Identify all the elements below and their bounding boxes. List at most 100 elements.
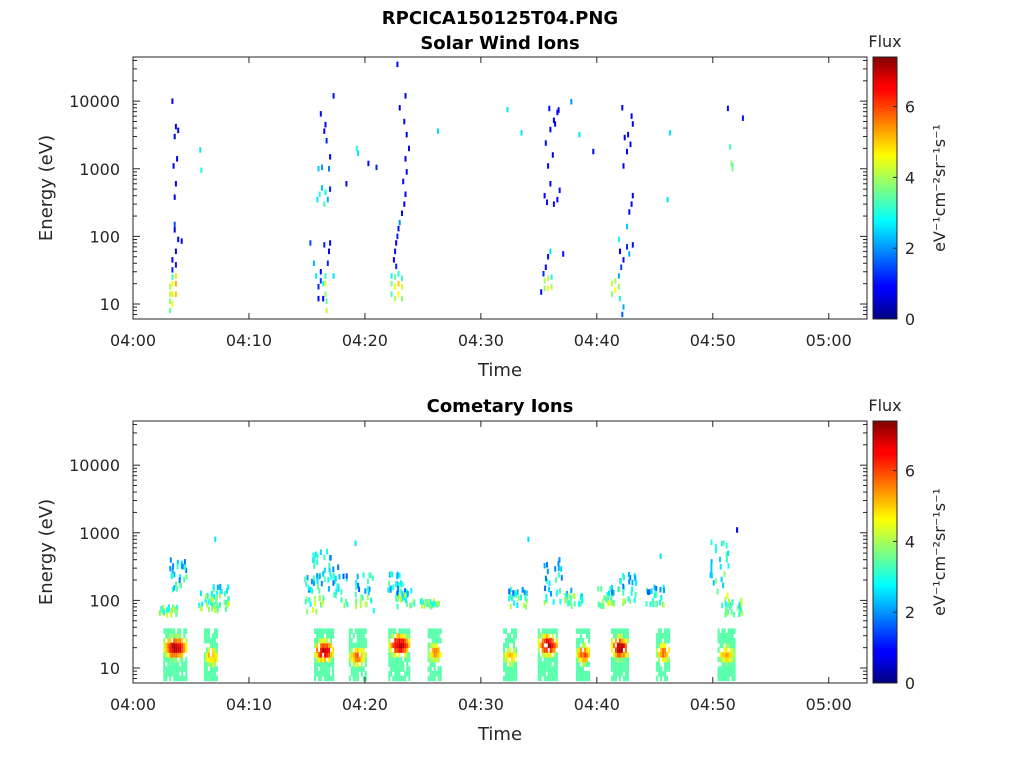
heatmap-cell	[733, 652, 736, 658]
heatmap-cell	[408, 656, 411, 663]
heatmap-cell	[367, 160, 370, 167]
heatmap-cell	[337, 564, 340, 570]
heatmap-cell	[516, 589, 519, 595]
heatmap-cell	[435, 652, 438, 658]
heatmap-cell	[324, 666, 327, 672]
heatmap-cell	[173, 675, 176, 682]
heatmap-cell	[539, 661, 542, 667]
heatmap-cell	[328, 633, 331, 639]
colorbar-unit-label: eV⁻¹cm⁻²sr⁻¹s⁻¹	[930, 488, 949, 616]
heatmap-cell	[354, 591, 357, 598]
heatmap-cell	[511, 628, 514, 634]
heatmap-cell	[342, 573, 345, 580]
heatmap-cell	[220, 588, 223, 595]
heatmap-cell	[348, 647, 351, 653]
heatmap-cell	[211, 637, 214, 644]
heatmap-cell	[537, 628, 540, 634]
heatmap-cell	[727, 637, 730, 644]
heatmap-cell	[658, 661, 661, 667]
heatmap-cell	[181, 652, 184, 658]
heatmap-cell	[616, 661, 619, 667]
heatmap-cell	[314, 661, 317, 667]
heatmap-cell	[207, 656, 210, 663]
heatmap-cell	[547, 163, 550, 169]
heatmap-cell	[175, 637, 178, 644]
heatmap-cell	[326, 652, 329, 658]
heatmap-cell	[551, 637, 554, 644]
heatmap-cell	[388, 652, 391, 658]
heatmap-cell	[549, 181, 552, 187]
heatmap-cell	[618, 647, 621, 653]
heatmap-cell	[177, 642, 180, 649]
heatmap-cell	[612, 590, 615, 596]
heatmap-cell	[618, 666, 621, 672]
heatmap-cell	[666, 656, 669, 663]
heatmap-cell	[539, 675, 542, 682]
heatmap-cell	[427, 647, 430, 653]
heatmap-cell	[397, 586, 400, 592]
heatmap-cell	[163, 671, 166, 677]
heatmap-cell	[328, 166, 330, 172]
heatmap-cell	[541, 661, 544, 667]
heatmap-cell	[176, 559, 179, 566]
heatmap-cell	[421, 603, 423, 609]
heatmap-cell	[213, 633, 216, 639]
heatmap-cell	[179, 637, 182, 644]
heatmap-cell	[174, 181, 177, 187]
heatmap-cell	[660, 628, 663, 634]
heatmap-cell	[167, 661, 170, 667]
heatmap-cell	[439, 637, 442, 644]
heatmap-cell	[548, 105, 551, 112]
heatmap-cell	[427, 652, 430, 658]
heatmap-cell	[330, 642, 333, 649]
heatmap-cell	[175, 581, 177, 587]
heatmap-cell	[652, 600, 655, 606]
heatmap-cell	[634, 574, 636, 581]
heatmap-cell	[215, 666, 218, 672]
heatmap-cell	[731, 647, 734, 653]
colorbar-unit-label: eV⁻¹cm⁻²sr⁻¹s⁻¹	[930, 124, 949, 252]
heatmap-cell	[330, 633, 333, 639]
heatmap-cell	[362, 642, 365, 649]
heatmap-cell	[324, 189, 327, 195]
heatmap-cell	[309, 587, 312, 593]
heatmap-cell	[547, 285, 550, 292]
heatmap-cell	[171, 280, 174, 287]
heatmap-cell	[316, 559, 319, 565]
heatmap-cell	[392, 584, 395, 591]
x-tick-label: 04:40	[574, 331, 620, 350]
heatmap-cell	[433, 600, 436, 607]
heatmap-cell	[205, 652, 208, 658]
heatmap-cell	[211, 633, 214, 639]
heatmap-cell	[205, 628, 208, 634]
heatmap-cell	[624, 661, 627, 667]
heatmap-cell	[725, 607, 727, 614]
heatmap-cell	[549, 661, 552, 667]
heatmap-cell	[597, 586, 600, 592]
heatmap-cell	[547, 666, 550, 672]
heatmap-cell	[324, 647, 327, 653]
heatmap-cell	[622, 666, 625, 672]
heatmap-cell	[207, 652, 210, 658]
heatmap-cell	[437, 656, 440, 663]
heatmap-cell	[169, 661, 172, 667]
heatmap-cell	[395, 581, 397, 588]
heatmap-cell	[537, 675, 540, 682]
heatmap-cell	[545, 593, 548, 600]
heatmap-cell	[213, 647, 216, 653]
heatmap-cell	[664, 642, 667, 649]
heatmap-cell	[624, 598, 627, 605]
heatmap-cell	[179, 666, 182, 672]
heatmap-cell	[390, 291, 393, 297]
heatmap-cell	[356, 628, 359, 634]
heatmap-cell	[584, 656, 587, 663]
heatmap-cell	[656, 647, 659, 653]
heatmap-cell	[324, 675, 327, 682]
x-tick-label: 04:30	[458, 695, 504, 714]
heatmap-cell	[433, 637, 436, 644]
heatmap-cell	[629, 141, 632, 148]
heatmap-cell	[317, 295, 320, 302]
heatmap-cell	[203, 628, 206, 634]
heatmap-cell	[609, 586, 612, 592]
heatmap-cell	[547, 637, 550, 644]
